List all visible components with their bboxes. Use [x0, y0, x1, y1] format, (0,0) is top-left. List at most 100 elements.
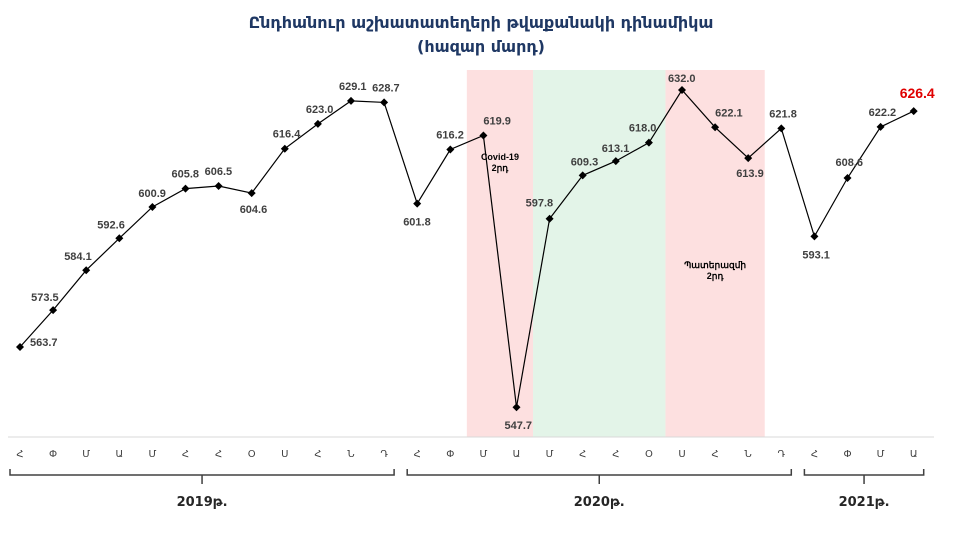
data-point-23 [777, 124, 786, 133]
data-label-7: 604.6 [240, 204, 268, 216]
x-tick-label-7: Օ [248, 449, 256, 460]
data-label-21: 622.1 [715, 107, 743, 119]
data-label-9: 623.0 [306, 104, 334, 116]
data-label-27: 626.4 [900, 85, 935, 101]
data-point-15 [512, 403, 521, 412]
data-point-2 [82, 266, 91, 275]
data-label-11: 628.7 [372, 82, 400, 94]
data-label-23: 621.8 [769, 108, 797, 120]
data-label-26: 622.2 [869, 107, 897, 119]
x-tick-label-16: Մ [546, 449, 554, 460]
band-annotation-2-line-1: 2րդ [707, 271, 725, 282]
x-tick-label-15: Ա [513, 449, 521, 460]
year-label-1: 2020թ. [574, 495, 625, 510]
x-tick-label-23: Դ [778, 449, 786, 460]
shaded-bands [466, 70, 765, 437]
data-point-1 [49, 306, 58, 315]
x-tick-label-2: Մ [82, 449, 90, 460]
data-label-15: 547.7 [505, 420, 533, 432]
chart-subtitle: (հազար մարդ) [417, 37, 545, 56]
data-point-9 [313, 119, 322, 128]
year-bracket-0 [9, 469, 395, 484]
data-point-3 [115, 234, 124, 243]
x-tick-label-1: Փ [49, 449, 57, 460]
x-tick-label-18: Հ [612, 449, 619, 460]
data-label-3: 592.6 [97, 219, 125, 231]
data-label-10: 629.1 [339, 81, 367, 93]
x-tick-label-14: Մ [479, 449, 487, 460]
data-point-6 [214, 181, 223, 190]
year-label-0: 2019թ. [177, 495, 228, 510]
data-label-0: 563.7 [30, 337, 58, 349]
data-label-8: 616.4 [273, 129, 301, 141]
data-label-25: 608.6 [836, 157, 864, 169]
x-tick-label-25: Փ [843, 449, 851, 460]
x-tick-label-24: Հ [811, 449, 818, 460]
data-point-5 [181, 184, 190, 193]
x-tick-label-3: Ա [115, 449, 123, 460]
x-tick-label-17: Հ [579, 449, 586, 460]
data-label-14: 619.9 [483, 116, 511, 128]
x-tick-label-12: Հ [414, 449, 421, 460]
data-point-16 [545, 214, 554, 223]
x-tick-label-4: Մ [148, 449, 156, 460]
data-label-20: 632.0 [668, 73, 696, 85]
data-label-4: 600.9 [138, 188, 166, 200]
data-point-27 [909, 107, 918, 116]
x-tick-label-6: Հ [215, 449, 222, 460]
x-tick-label-9: Հ [314, 449, 321, 460]
data-point-25 [843, 174, 852, 183]
data-points [16, 86, 918, 412]
data-label-18: 613.1 [602, 143, 630, 155]
data-point-4 [148, 203, 157, 212]
data-point-10 [347, 96, 355, 105]
data-point-11 [380, 98, 389, 107]
chart-title: Ընդհանուր աշխատատեղերի թվաքանակի դինամիկ… [249, 13, 714, 32]
data-label-2: 584.1 [64, 251, 92, 263]
data-point-14 [479, 131, 488, 140]
x-tick-label-19: Օ [645, 449, 653, 460]
x-tick-label-11: Դ [380, 449, 388, 460]
data-point-0 [16, 343, 24, 351]
data-label-12: 601.8 [403, 217, 431, 229]
x-tick-label-13: Փ [446, 449, 454, 460]
x-tick-label-8: Ս [281, 449, 288, 460]
data-point-17 [578, 171, 587, 180]
data-label-1: 573.5 [31, 292, 59, 304]
data-point-7 [247, 189, 256, 198]
x-tick-label-0: Հ [16, 449, 23, 460]
data-point-22 [744, 154, 753, 163]
data-point-8 [280, 144, 289, 153]
x-tick-label-10: Ն [347, 449, 354, 460]
x-tick-label-5: Հ [182, 449, 189, 460]
x-tick-label-26: Մ [877, 449, 885, 460]
data-label-6: 606.5 [205, 166, 233, 178]
data-label-5: 605.8 [172, 169, 200, 181]
data-label-13: 616.2 [436, 129, 464, 141]
data-point-21 [711, 123, 720, 132]
data-label-24: 593.1 [802, 249, 830, 261]
x-tick-label-27: Ա [910, 449, 918, 460]
band-annotation-0-line-0: Covid-19 [481, 152, 519, 162]
band-annotation-2-line-0: Պատերազմի [684, 260, 746, 271]
data-label-22: 613.9 [736, 168, 764, 180]
data-point-19 [644, 138, 653, 147]
year-bracket-1 [406, 469, 793, 484]
data-point-26 [876, 122, 885, 131]
shaded-band-1 [533, 70, 666, 437]
x-tick-label-20: Ս [678, 449, 685, 460]
data-point-18 [611, 157, 620, 166]
year-bracket-2 [803, 469, 925, 484]
data-label-19: 618.0 [629, 123, 657, 135]
data-label-16: 597.8 [526, 198, 554, 210]
data-label-17: 609.3 [571, 156, 599, 168]
data-point-24 [810, 232, 819, 241]
data-point-13 [446, 145, 455, 154]
data-labels: 563.7 573.5 584.1 592.6 600.9 605.8 606.5 604.6… [30, 73, 935, 432]
year-brackets: 2019թ. 2020թ. 2021թ. [9, 469, 925, 510]
data-point-12 [413, 199, 422, 208]
year-label-2: 2021թ. [839, 495, 890, 510]
